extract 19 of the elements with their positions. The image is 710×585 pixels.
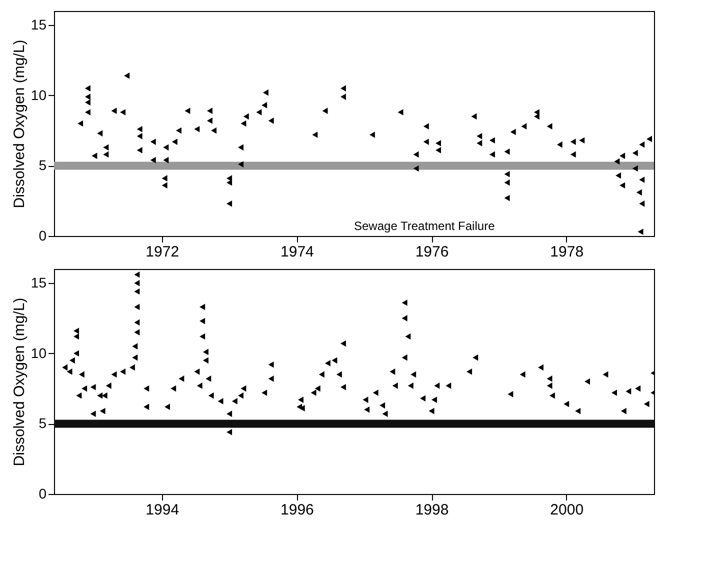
y-tick-label: 5 <box>38 157 47 174</box>
y-tick-label: 10 <box>30 344 47 361</box>
y-tick-label: 0 <box>38 228 47 244</box>
x-tick-label: 1998 <box>415 502 449 518</box>
y-tick-label: 15 <box>30 274 47 291</box>
x-tick-label: 1978 <box>550 244 584 260</box>
x-tick-label: 1974 <box>280 244 314 260</box>
y-tick-label: 15 <box>30 16 47 33</box>
x-tick-label: 1996 <box>280 502 314 518</box>
x-tick-label: 1976 <box>415 244 449 260</box>
x-tick-label: 1994 <box>146 502 180 518</box>
y-tick-label: 10 <box>30 86 47 103</box>
y-axis-title: Dissolved Oxygen (mg/L) <box>10 298 28 466</box>
x-tick-label: 1972 <box>146 244 180 260</box>
annotation: Sewage Treatment Failure <box>354 219 496 233</box>
y-axis-title: Dissolved Oxygen (mg/L) <box>10 40 28 208</box>
y-tick-label: 5 <box>38 415 47 432</box>
x-tick-label: 2000 <box>550 502 584 518</box>
y-tick-label: 0 <box>38 486 47 502</box>
